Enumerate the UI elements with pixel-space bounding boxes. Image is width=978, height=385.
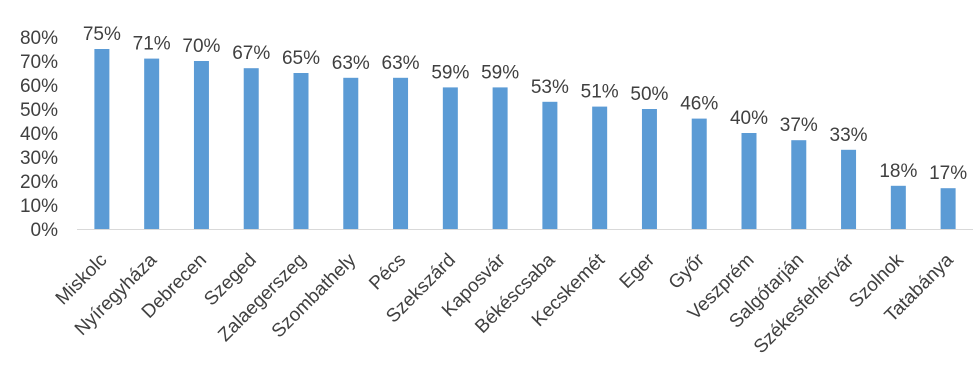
bar (741, 133, 757, 229)
bar (691, 118, 707, 229)
bar (193, 61, 209, 229)
data-label: 59% (481, 62, 519, 83)
y-tick-label: 40% (20, 124, 58, 145)
data-label: 46% (680, 94, 718, 115)
y-tick-label: 70% (20, 52, 58, 73)
bar (841, 149, 857, 229)
y-tick-label: 10% (20, 196, 58, 217)
y-tick-label: 60% (20, 76, 58, 97)
bar (243, 68, 259, 229)
bar (144, 58, 160, 229)
data-label: 63% (332, 53, 370, 74)
bar (442, 87, 458, 230)
bar (542, 101, 558, 229)
data-label: 59% (431, 62, 469, 83)
y-tick-label: 30% (20, 148, 58, 169)
data-label: 71% (133, 34, 171, 55)
y-tick-label: 20% (20, 172, 58, 193)
data-label: 18% (879, 161, 917, 182)
y-tick-label: 0% (31, 220, 59, 241)
bar (492, 87, 508, 230)
bar (343, 77, 359, 229)
bar (393, 77, 409, 229)
data-label: 65% (282, 48, 320, 69)
data-label: 75% (83, 24, 121, 45)
y-tick-label: 50% (20, 100, 58, 121)
data-label: 70% (182, 36, 220, 57)
data-label: 67% (232, 43, 270, 64)
data-label: 37% (780, 115, 818, 136)
bar (641, 109, 657, 229)
x-axis: MiskolcNyíregyházaDebrecenSzegedZalaeger… (52, 229, 973, 358)
x-tick-label: Pécs (365, 250, 410, 295)
bar (890, 185, 906, 229)
data-label: 40% (730, 108, 768, 129)
bar (940, 188, 956, 229)
y-tick-label: 80% (20, 28, 58, 49)
data-label: 50% (630, 84, 668, 105)
data-label: 53% (531, 77, 569, 98)
data-label: 33% (830, 125, 868, 146)
bar (592, 106, 608, 229)
bar (293, 73, 309, 229)
x-tick-label: Győr (665, 249, 709, 293)
bars (94, 49, 956, 230)
bar (791, 140, 807, 229)
data-label: 51% (581, 82, 619, 103)
bar (94, 49, 110, 229)
y-axis: 0% 10% 20% 30% 40% 50% 60% 70% 80% (20, 28, 58, 241)
data-label: 17% (929, 163, 967, 184)
data-label: 63% (382, 53, 420, 74)
x-tick-label: Eger (616, 249, 660, 293)
data-labels: 75% 71% 70% 67% 65% 63% 63% 59% 59% 53% 51% 50% 46% 4… (83, 24, 967, 184)
